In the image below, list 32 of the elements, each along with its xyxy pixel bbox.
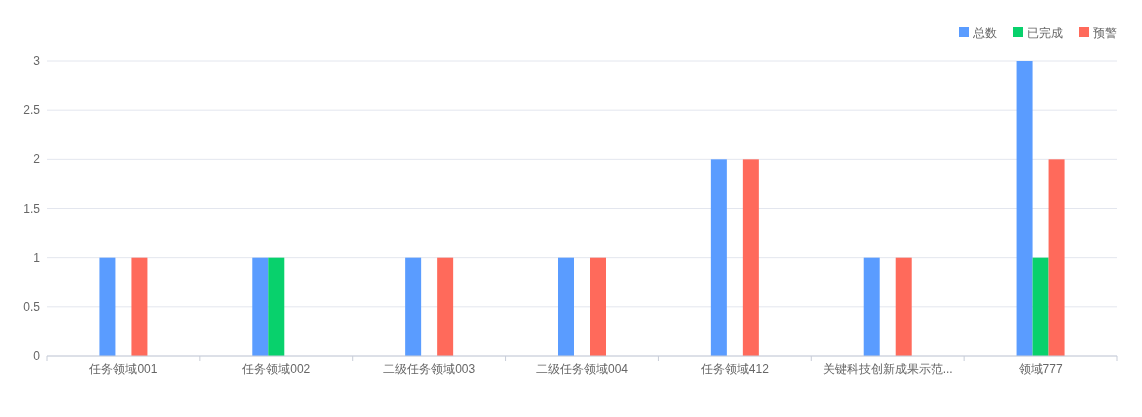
- bar: [863, 257, 880, 356]
- legend-label: 总数: [972, 26, 997, 40]
- bar: [710, 159, 727, 356]
- bar: [252, 257, 269, 356]
- bar: [1032, 257, 1049, 356]
- bar: [99, 257, 116, 356]
- y-tick-label: 1: [33, 250, 41, 265]
- x-tick-label: 任务领域001: [88, 362, 158, 376]
- bar: [1016, 61, 1033, 356]
- x-tick-label: 领域777: [1018, 362, 1063, 376]
- x-tick-label: 关键科技创新成果示范...: [822, 362, 953, 376]
- x-tick-label: 二级任务领域004: [535, 362, 629, 376]
- y-tick-label: 2: [33, 152, 41, 167]
- y-tick-label: 0: [33, 349, 41, 363]
- x-tick-label: 二级任务领域003: [383, 362, 476, 376]
- bar: [558, 257, 574, 356]
- y-tick-label: 2.5: [23, 103, 41, 118]
- bar: [895, 257, 912, 356]
- y-tick-label: 3: [33, 54, 41, 68]
- bar: [131, 257, 148, 356]
- bar: [1048, 159, 1065, 356]
- bar: [437, 257, 454, 356]
- x-tick-label: 任务领域412: [699, 362, 770, 376]
- legend-label: 已完成: [1027, 26, 1063, 40]
- legend-label: 预警: [1093, 26, 1117, 40]
- y-tick-label: 0.5: [23, 299, 41, 314]
- y-tick-label: 1.5: [23, 201, 41, 216]
- bar: [590, 257, 606, 356]
- x-tick-label: 任务领域002: [241, 362, 311, 376]
- bar: [405, 257, 422, 356]
- bar: [742, 159, 759, 356]
- bar: [268, 257, 285, 356]
